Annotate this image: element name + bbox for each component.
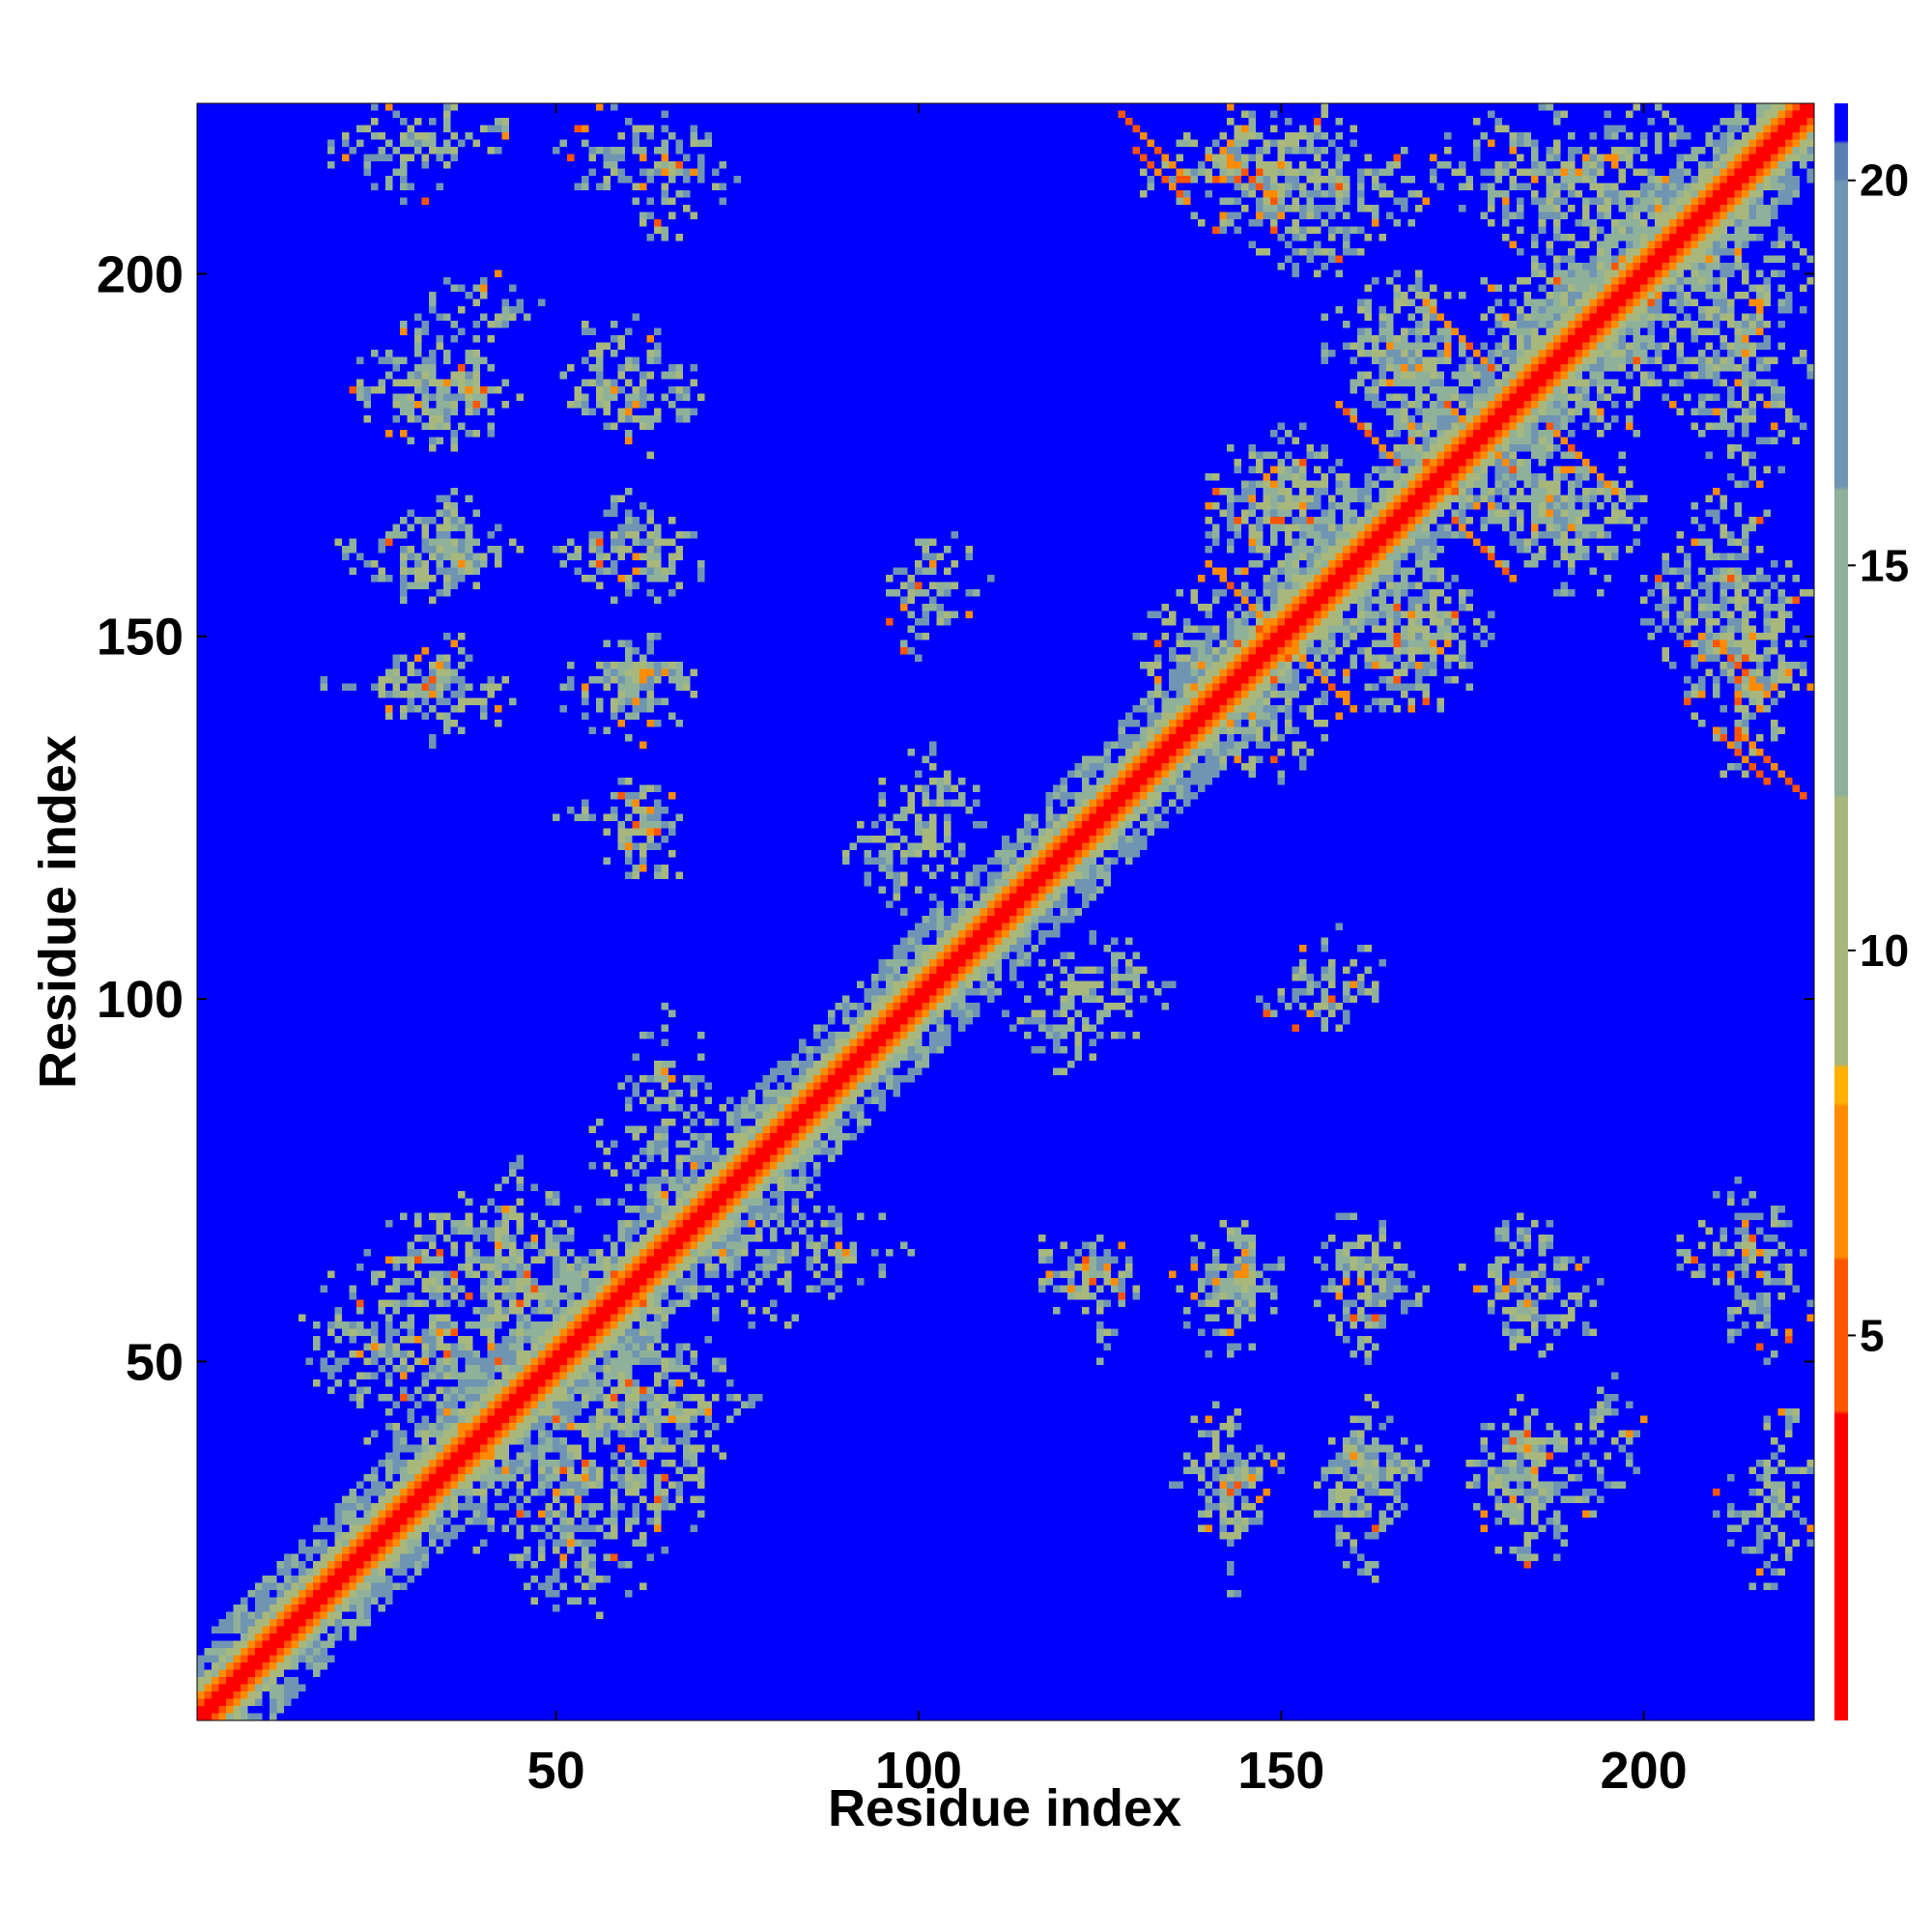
colorbar-tick-label: 5: [1860, 1310, 1885, 1360]
colorbar-tick-label: 10: [1860, 925, 1909, 976]
colorbar-tick-label: 15: [1860, 540, 1909, 590]
y-tick-label: 100: [97, 971, 184, 1029]
y-tick-label: 150: [97, 609, 184, 667]
colorbar: [1834, 103, 1848, 1720]
plot-frame: [196, 102, 1815, 1721]
x-tick-label: 200: [1601, 1742, 1688, 1800]
y-tick-label: 50: [126, 1333, 184, 1391]
x-tick-label: 100: [875, 1742, 962, 1800]
y-tick-label: 200: [97, 245, 184, 303]
y-axis-ticks: 50 100 150 200: [97, 245, 1814, 1391]
x-axis-title: Residue index: [828, 1779, 1181, 1837]
colorbar-tick-label: 20: [1860, 156, 1909, 206]
x-tick-label: 150: [1237, 1742, 1324, 1800]
x-tick-label: 50: [527, 1742, 585, 1800]
colorbar-ticks: 5 10 15 20: [1848, 156, 1909, 1360]
y-axis-title: Residue index: [29, 735, 87, 1089]
heatmap-plot-area: [197, 103, 1814, 1720]
x-axis-ticks: 50 100 150 200: [196, 102, 1815, 1800]
